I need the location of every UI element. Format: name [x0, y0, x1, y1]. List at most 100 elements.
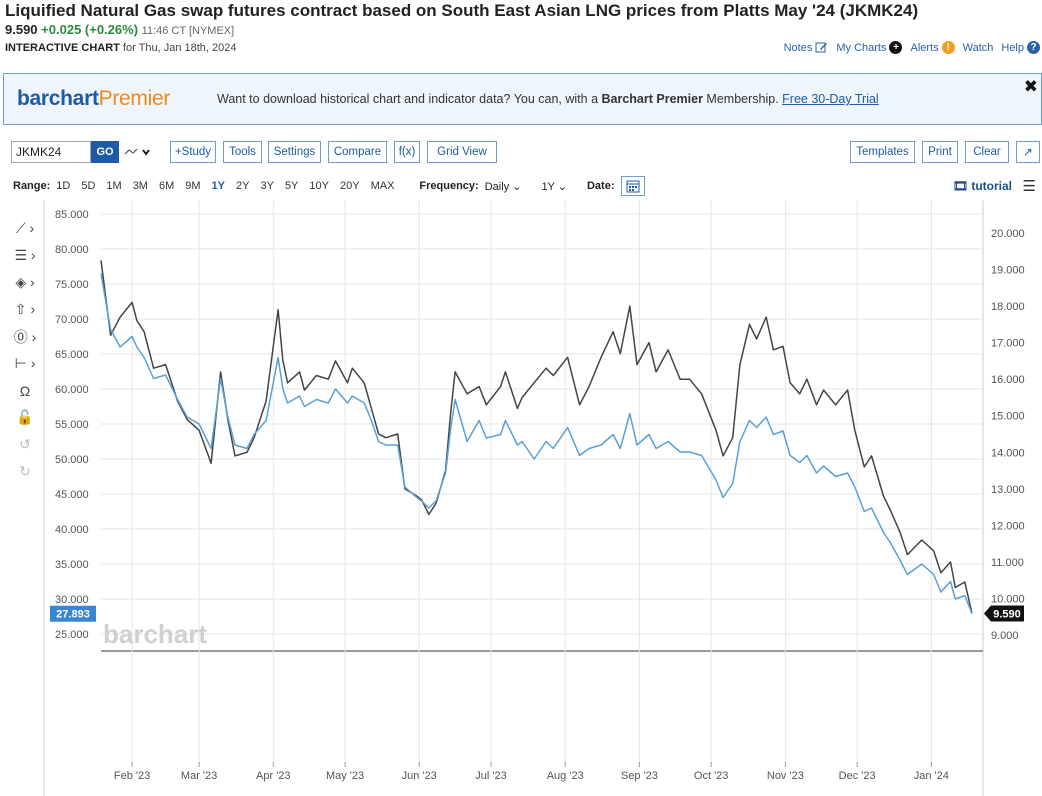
undo-icon[interactable]: ↺	[19, 436, 31, 452]
top-links: Notes My Charts + Alerts ! Watch Help ?	[784, 41, 1040, 54]
banner-text-post: Membership.	[702, 92, 783, 106]
last-value-left-badge	[50, 605, 96, 622]
price-chart[interactable]: barchart 85.000 80.000 75.000 70.000 65.000 6…	[0, 200, 1042, 796]
range-option-1d[interactable]: 1D	[56, 180, 71, 192]
left-axis-tick-label: 30.000	[55, 594, 89, 606]
banner-brand: Barchart Premier	[601, 92, 703, 106]
quote-time: 11:46 CT [NYMEX]	[141, 25, 235, 37]
range-label: Range:	[13, 180, 51, 192]
range-option-1y[interactable]: 1Y	[211, 180, 225, 192]
annotation-tool-icon[interactable]: ⓪ ›	[13, 328, 37, 345]
lock-icon[interactable]: 🔓	[16, 409, 34, 425]
measure-tool-icon[interactable]: ⊢ ›	[14, 355, 36, 371]
redo-icon[interactable]: ↻	[19, 463, 31, 479]
shape-tool-icon[interactable]: ◈ ›	[15, 274, 35, 290]
hamburger-menu-icon[interactable]: ☰	[1022, 178, 1036, 195]
expand-button[interactable]: ↗	[1016, 141, 1040, 163]
x-axis-tick-label: May '23	[326, 770, 364, 782]
help-link[interactable]: Help ?	[1001, 41, 1040, 54]
last-value-left-label: 27.893	[56, 609, 90, 621]
x-axis-tick-label: Jul '23	[475, 770, 506, 782]
calendar-button[interactable]	[620, 176, 645, 196]
axis-layer: 85.000 80.000 75.000 70.000 65.000 60.000 55.0…	[50, 209, 1025, 782]
my-charts-label: My Charts	[836, 41, 887, 54]
last-value-right-badge	[984, 605, 1024, 622]
symbol-input[interactable]: JKMK24	[11, 141, 91, 163]
logo-main: barchart	[17, 87, 99, 110]
x-axis-tick-label: Apr '23	[256, 770, 291, 782]
print-button[interactable]: Print	[922, 141, 958, 163]
range-options: 1D 5D 1M 3M 6M 9M 1Y 2Y 3Y 5Y 10Y 20Y MAX	[56, 180, 405, 192]
chart-background	[44, 200, 1042, 796]
range-option-20y[interactable]: 20Y	[339, 180, 360, 192]
series-layer	[100, 260, 973, 614]
range-option-3m[interactable]: 3M	[132, 180, 148, 192]
function-button[interactable]: f(x)	[394, 141, 420, 163]
study-button[interactable]: +Study	[170, 141, 216, 163]
tools-button[interactable]: Tools	[223, 141, 262, 163]
right-axis-tick-label: 16.000	[991, 374, 1025, 386]
chart-type-selector[interactable]	[123, 141, 153, 163]
x-axis-tick-label: Jun '23	[402, 770, 437, 782]
range-option-max[interactable]: MAX	[370, 180, 395, 192]
range-option-1m[interactable]: 1M	[106, 180, 122, 192]
compare-button[interactable]: Compare	[328, 141, 387, 163]
range-option-10y[interactable]: 10Y	[309, 180, 329, 192]
fibonacci-tool-icon[interactable]: ☰ ›	[14, 247, 36, 263]
range-option-3y[interactable]: 3Y	[260, 180, 274, 192]
arrow-tool-icon[interactable]: ⇧ ›	[14, 301, 36, 317]
price-change: +0.025 (+0.26%)	[41, 22, 139, 37]
range-option-5d[interactable]: 5D	[81, 180, 96, 192]
left-axis-tick-label: 35.000	[55, 559, 89, 571]
range-option-5y[interactable]: 5Y	[284, 180, 299, 192]
templates-button[interactable]: Templates	[850, 141, 915, 163]
right-axis-tick-label: 13.000	[991, 484, 1025, 496]
notes-link[interactable]: Notes	[784, 41, 829, 54]
right-axis-tick-label: 20.000	[991, 228, 1025, 240]
x-axis-tick-label: Aug '23	[547, 770, 584, 782]
notes-label: Notes	[783, 41, 813, 54]
chevron-down-icon: ⌄	[557, 180, 567, 193]
banner-text-pre: Want to download historical chart and in…	[217, 92, 602, 106]
line-tool-icon[interactable]: ⟋ ›	[15, 220, 35, 236]
video-icon: 🎞	[952, 179, 968, 193]
watch-link[interactable]: Watch	[963, 42, 994, 54]
alerts-link[interactable]: Alerts !	[910, 41, 955, 54]
help-label: Help	[1001, 41, 1024, 54]
left-axis-tick-label: 55.000	[55, 419, 89, 431]
x-axis-tick-label: Sep '23	[621, 770, 658, 782]
alerts-label: Alerts	[910, 41, 939, 54]
go-button[interactable]: GO	[91, 141, 119, 163]
left-axis-tick-label: 65.000	[55, 349, 89, 361]
tutorial-link[interactable]: 🎞 tutorial	[953, 179, 1012, 193]
grid-view-button[interactable]: Grid View	[427, 141, 497, 163]
magnet-icon[interactable]: Ω	[19, 382, 31, 399]
frequency-select[interactable]: Daily ⌄	[485, 180, 522, 193]
settings-button[interactable]: Settings	[268, 141, 321, 163]
barchart-premier-logo: barchartPremier	[17, 87, 170, 111]
help-icon: ?	[1027, 41, 1040, 54]
my-charts-link[interactable]: My Charts +	[836, 41, 903, 54]
series-line-left-axis	[100, 273, 973, 614]
grid-layer	[101, 200, 983, 762]
expand-icon: ↗	[1023, 147, 1033, 159]
range-option-9m[interactable]: 9M	[185, 180, 201, 192]
range-option-6m[interactable]: 6M	[158, 180, 175, 192]
interactive-chart-label: INTERACTIVE CHART for Thu, Jan 18th, 202…	[5, 42, 237, 54]
right-axis-tick-label: 17.000	[991, 338, 1025, 350]
alert-icon: !	[941, 41, 955, 54]
series-line-right-axis	[100, 260, 973, 614]
period-value: 1Y	[541, 180, 555, 193]
right-axis-tick-label: 9.000	[991, 630, 1019, 642]
drawing-tools: ⟋ › ☰ › ◈ › ⇧ › ⓪ › ⊢ › Ω 🔓 ↺ ↻	[6, 215, 44, 485]
range-option-2y[interactable]: 2Y	[236, 180, 250, 192]
right-axis-tick-label: 18.000	[991, 301, 1025, 313]
x-axis-tick-label: Oct '23	[694, 770, 729, 782]
free-trial-link[interactable]: Free 30-Day Trial	[782, 92, 879, 106]
left-axis-tick-label: 70.000	[55, 314, 89, 326]
period-select[interactable]: 1Y ⌄	[541, 180, 567, 193]
clear-button[interactable]: Clear	[965, 141, 1009, 163]
close-icon[interactable]: ✖	[1023, 77, 1038, 96]
left-axis-tick-label: 60.000	[55, 384, 89, 396]
right-axis-tick-label: 14.000	[991, 447, 1025, 459]
